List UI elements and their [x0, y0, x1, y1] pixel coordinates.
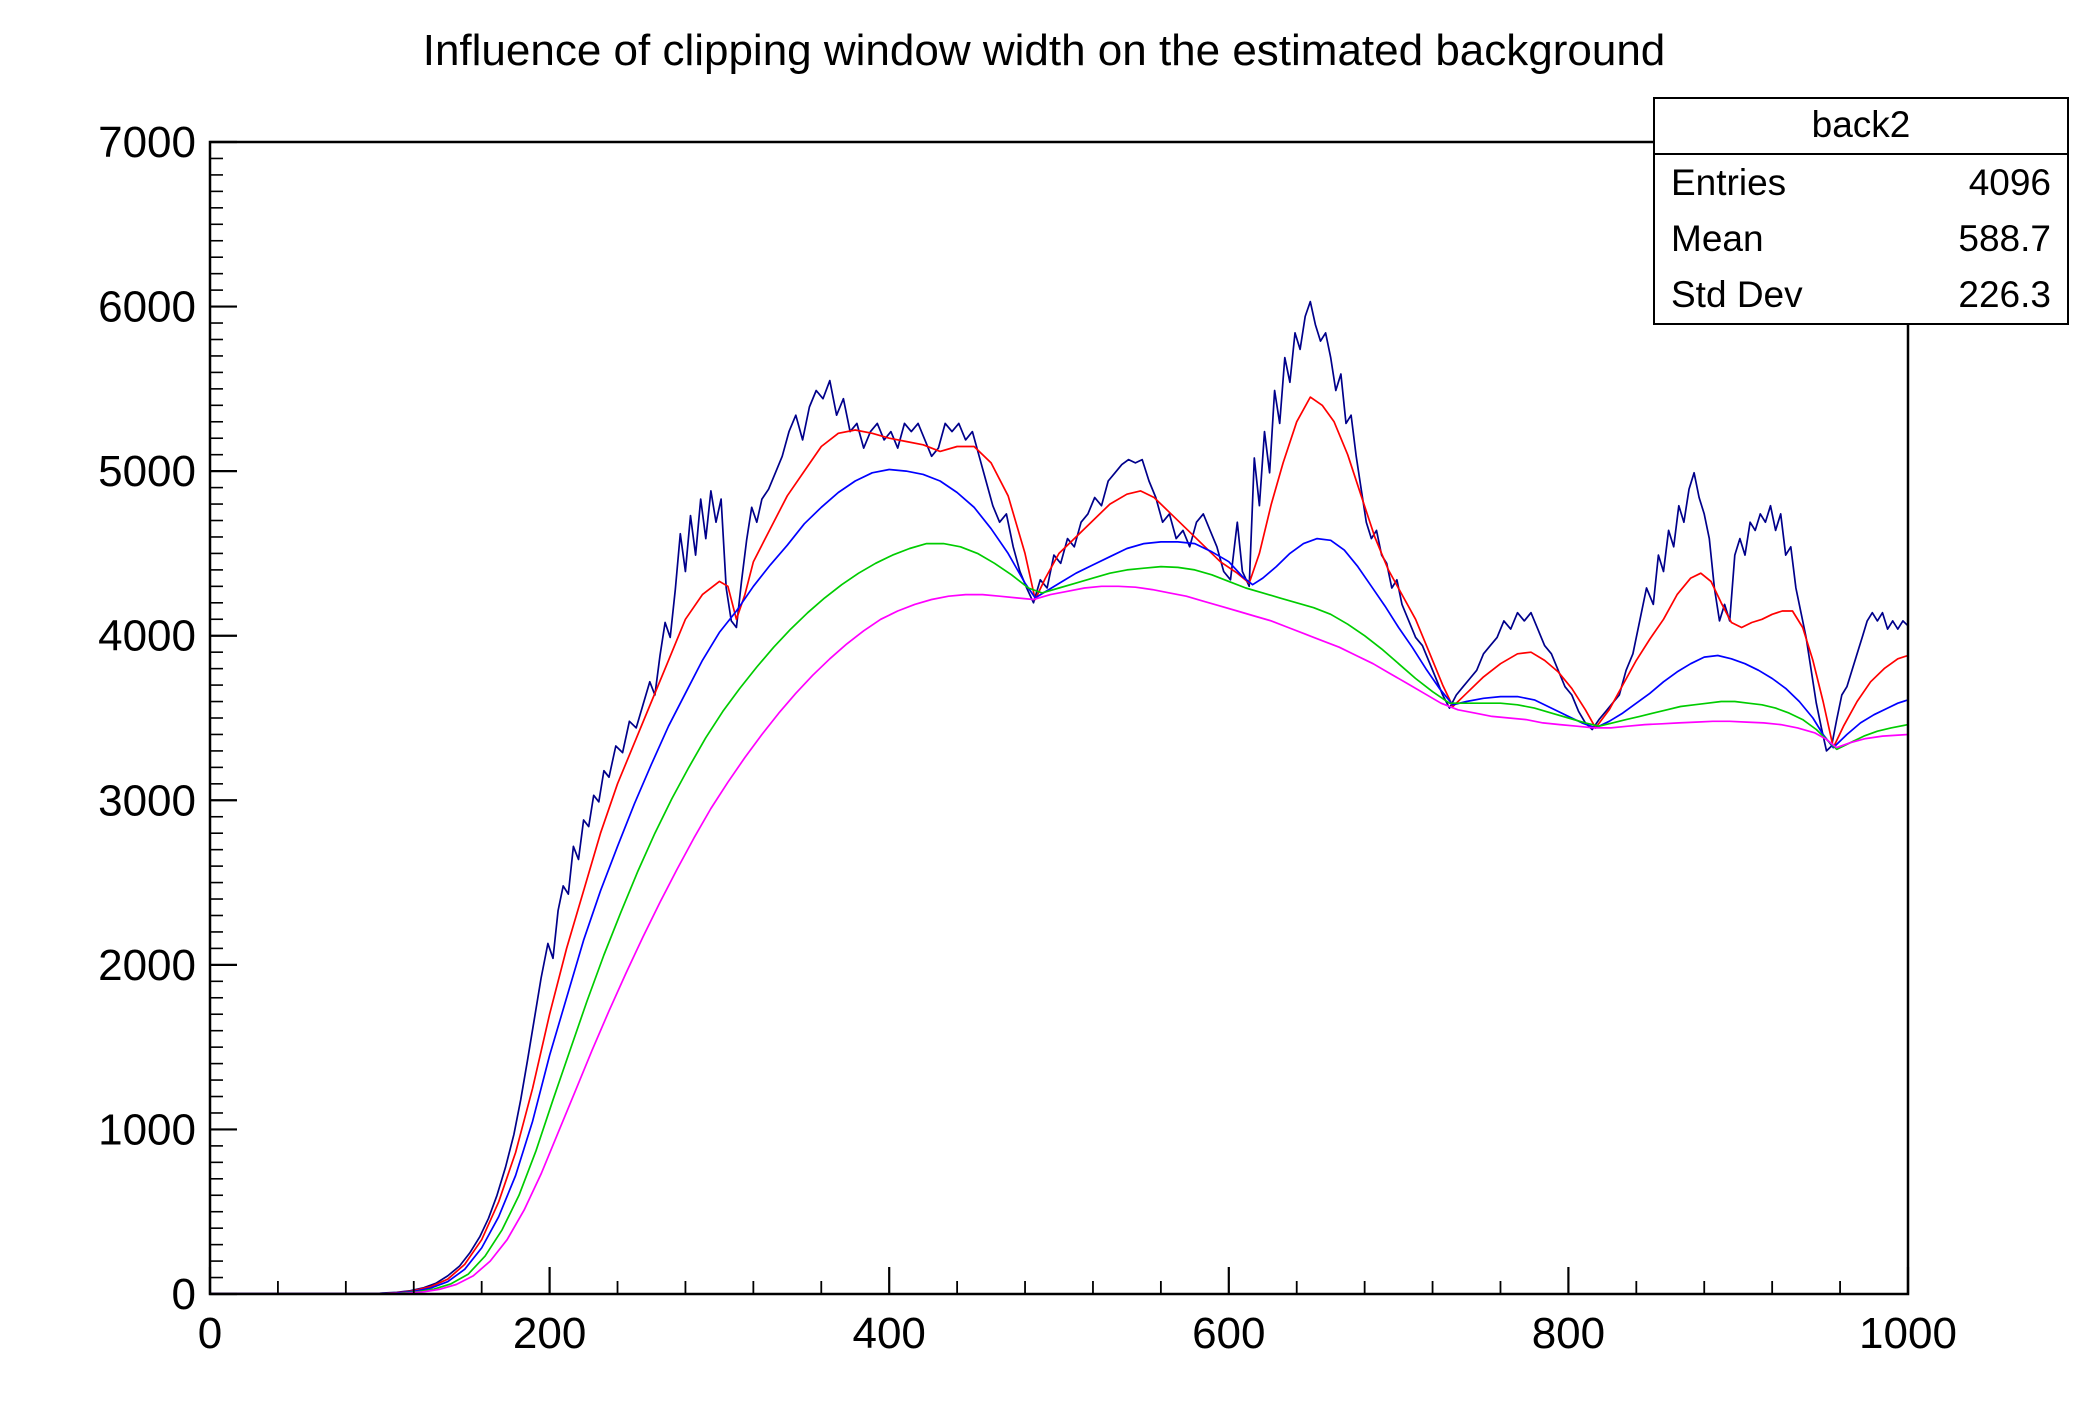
x-axis-tick-label: 600 [1192, 1309, 1265, 1358]
series-lines [210, 300, 1908, 1294]
series-line-background-window-small [210, 396, 1908, 1294]
y-axis-tick-label: 1000 [98, 1105, 196, 1154]
stats-row-entries: Entries 4096 [1655, 155, 2067, 211]
y-axis-tick-label: 2000 [98, 941, 196, 990]
x-axis-tick-label: 800 [1532, 1309, 1605, 1358]
series-line-spectrum-histogram [210, 300, 1908, 1294]
x-axis-tick-label: 0 [198, 1309, 222, 1358]
chart-title: Influence of clipping window width on th… [422, 26, 1666, 75]
stats-value: 226.3 [1958, 274, 2051, 315]
stats-label: Entries [1671, 162, 1787, 203]
stats-row-mean: Mean 588.7 [1655, 211, 2067, 267]
stats-label: Mean [1671, 218, 1764, 259]
axis-tick-labels: 0 200 400 600 800 1000 0 1000 2000 3000 4000 5000 60… [98, 118, 1957, 1358]
x-axis-tick-label: 1000 [1859, 1309, 1957, 1358]
y-axis-tick-label: 0 [172, 1270, 196, 1319]
y-axis-tick-label: 6000 [98, 283, 196, 332]
y-axis-tick-label: 7000 [98, 118, 196, 167]
stats-box-title: back2 [1655, 99, 2067, 155]
x-axis-tick-label: 200 [513, 1309, 586, 1358]
stats-value: 588.7 [1958, 218, 2051, 259]
y-axis-tick-label: 5000 [98, 447, 196, 496]
stats-box: back2 Entries 4096 Mean 588.7 Std Dev 22… [1653, 97, 2069, 325]
series-line-background-window-medium [210, 468, 1908, 1294]
series-line-background-window-largest [210, 585, 1908, 1294]
series-line-background-window-large [210, 542, 1908, 1294]
stats-row-stddev: Std Dev 226.3 [1655, 267, 2067, 323]
stats-label: Std Dev [1671, 274, 1803, 315]
y-axis-tick-label: 3000 [98, 776, 196, 825]
y-axis-tick-label: 4000 [98, 612, 196, 661]
stats-value: 4096 [1968, 162, 2051, 203]
axis-ticks [208, 140, 1910, 1296]
x-axis-tick-label: 400 [852, 1309, 925, 1358]
